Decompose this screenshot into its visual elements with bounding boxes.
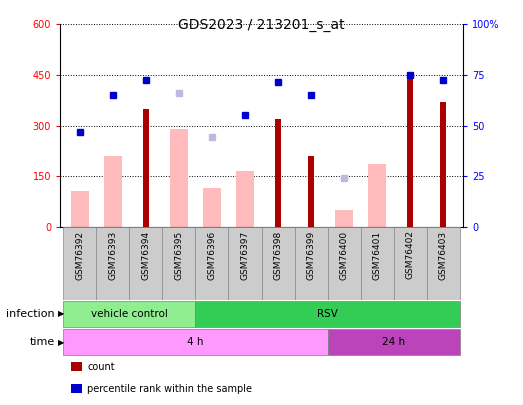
Text: GSM76399: GSM76399: [306, 230, 315, 280]
Text: infection: infection: [6, 309, 55, 319]
Text: GSM76394: GSM76394: [141, 230, 151, 279]
Text: GSM76393: GSM76393: [108, 230, 118, 280]
FancyBboxPatch shape: [63, 227, 96, 300]
Text: time: time: [30, 337, 55, 347]
Bar: [275, 119, 281, 227]
FancyBboxPatch shape: [327, 330, 460, 355]
FancyBboxPatch shape: [63, 301, 196, 326]
Text: count: count: [87, 362, 115, 371]
Text: GSM76396: GSM76396: [208, 230, 217, 280]
FancyBboxPatch shape: [427, 227, 460, 300]
Bar: [236, 171, 254, 227]
Text: GSM76395: GSM76395: [175, 230, 184, 280]
Bar: [104, 156, 122, 227]
Bar: [407, 72, 413, 227]
Text: vehicle control: vehicle control: [91, 309, 168, 319]
Text: 4 h: 4 h: [187, 337, 204, 347]
Text: ▶: ▶: [58, 338, 64, 347]
Text: GSM76403: GSM76403: [439, 230, 448, 279]
Text: GSM76400: GSM76400: [339, 230, 348, 279]
Text: GSM76402: GSM76402: [405, 230, 415, 279]
FancyBboxPatch shape: [130, 227, 163, 300]
Bar: [335, 210, 353, 227]
Bar: [440, 102, 446, 227]
FancyBboxPatch shape: [294, 227, 327, 300]
Bar: [71, 192, 89, 227]
Bar: [368, 164, 386, 227]
Text: ▶: ▶: [58, 309, 64, 318]
FancyBboxPatch shape: [327, 227, 360, 300]
Text: RSV: RSV: [317, 309, 338, 319]
Bar: [170, 129, 188, 227]
FancyBboxPatch shape: [163, 227, 196, 300]
FancyBboxPatch shape: [196, 301, 460, 326]
FancyBboxPatch shape: [63, 330, 327, 355]
FancyBboxPatch shape: [96, 227, 130, 300]
Text: GSM76401: GSM76401: [372, 230, 382, 279]
FancyBboxPatch shape: [229, 227, 262, 300]
FancyBboxPatch shape: [262, 227, 294, 300]
FancyBboxPatch shape: [360, 227, 393, 300]
Text: GSM76398: GSM76398: [274, 230, 282, 280]
Text: 24 h: 24 h: [382, 337, 405, 347]
Text: percentile rank within the sample: percentile rank within the sample: [87, 384, 252, 394]
Text: GSM76397: GSM76397: [241, 230, 249, 280]
Bar: [143, 109, 149, 227]
Text: GSM76392: GSM76392: [75, 230, 84, 279]
FancyBboxPatch shape: [196, 227, 229, 300]
Text: GDS2023 / 213201_s_at: GDS2023 / 213201_s_at: [178, 18, 345, 32]
Bar: [203, 188, 221, 227]
Bar: [308, 156, 314, 227]
FancyBboxPatch shape: [393, 227, 427, 300]
